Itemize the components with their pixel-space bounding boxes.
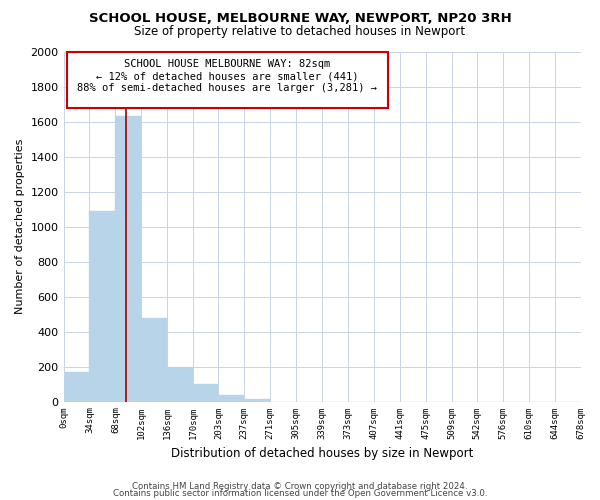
Text: 88% of semi-detached houses are larger (3,281) →: 88% of semi-detached houses are larger (…	[77, 83, 377, 93]
Bar	[244, 399, 270, 402]
Text: Size of property relative to detached houses in Newport: Size of property relative to detached ho…	[134, 25, 466, 38]
Text: Contains HM Land Registry data © Crown copyright and database right 2024.: Contains HM Land Registry data © Crown c…	[132, 482, 468, 491]
Text: SCHOOL HOUSE MELBOURNE WAY: 82sqm: SCHOOL HOUSE MELBOURNE WAY: 82sqm	[124, 60, 331, 70]
Text: ← 12% of detached houses are smaller (441): ← 12% of detached houses are smaller (44…	[96, 72, 359, 82]
Text: Contains public sector information licensed under the Open Government Licence v3: Contains public sector information licen…	[113, 490, 487, 498]
Bar	[218, 396, 244, 402]
Bar	[167, 366, 193, 402]
Bar	[115, 116, 142, 402]
FancyBboxPatch shape	[67, 52, 388, 108]
Bar	[193, 384, 218, 402]
X-axis label: Distribution of detached houses by size in Newport: Distribution of detached houses by size …	[171, 447, 473, 460]
Bar	[142, 318, 167, 402]
Y-axis label: Number of detached properties: Number of detached properties	[15, 139, 25, 314]
Bar	[64, 372, 89, 402]
Bar	[89, 211, 115, 402]
Text: SCHOOL HOUSE, MELBOURNE WAY, NEWPORT, NP20 3RH: SCHOOL HOUSE, MELBOURNE WAY, NEWPORT, NP…	[89, 12, 511, 26]
